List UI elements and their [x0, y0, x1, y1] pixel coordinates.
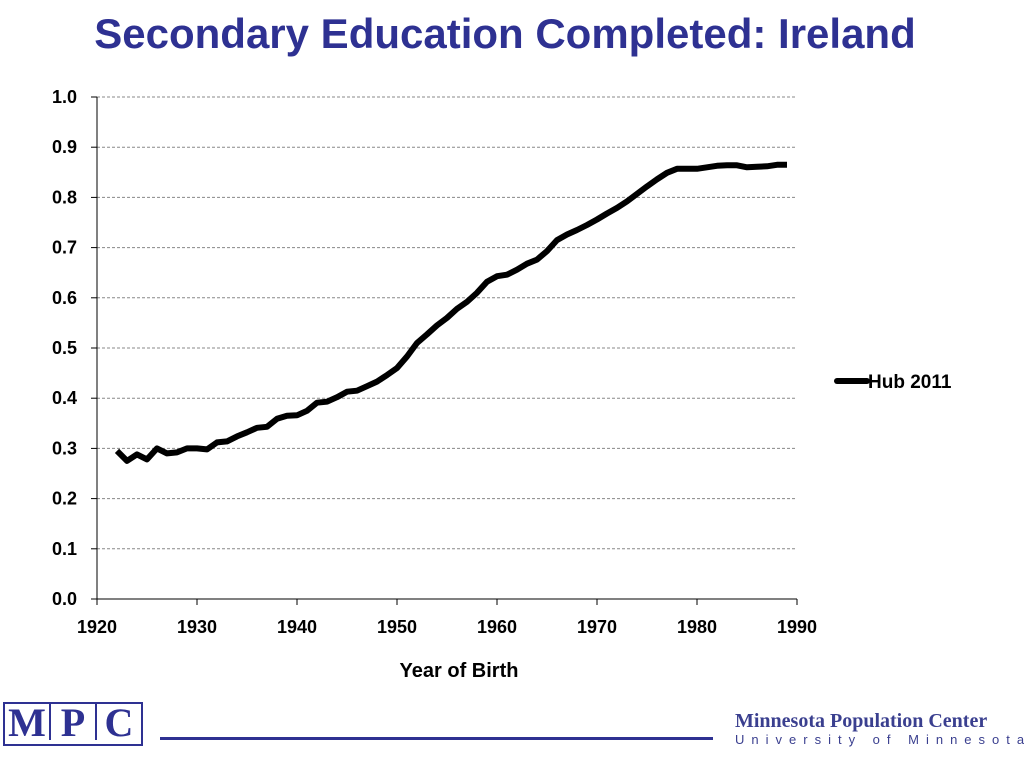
logo-letter-m: M [5, 703, 51, 743]
y-tick-label: 1.0 [52, 87, 77, 107]
x-tick-label: 1950 [377, 617, 417, 637]
y-tick-label: 0.1 [52, 539, 77, 559]
slide-title: Secondary Education Completed: Ireland [94, 10, 916, 57]
y-tick-label: 0.5 [52, 338, 77, 358]
y-tick-labels: 0.0 0.1 0.2 0.3 0.4 0.5 0.6 0.7 0.8 0.9 1.0 [52, 87, 77, 609]
y-tick-label: 0.0 [52, 589, 77, 609]
line-chart: 0.00.10.20.30.40.50.60.70.80.91.0 1920 19… [52, 87, 952, 682]
y-tick-label: 0.3 [52, 438, 77, 458]
legend-label: Hub 2011 [868, 372, 952, 393]
y-tick-label: 0.9 [52, 137, 77, 157]
x-tick-labels: 1920 1930 1940 1950 1960 1970 1980 1990 [77, 617, 817, 637]
y-tick-label: 0.8 [52, 187, 77, 207]
legend: Hub 2011 [834, 372, 952, 393]
logo-letter-c: C [104, 700, 134, 745]
x-axis-title: Year of Birth [400, 660, 519, 682]
grid-lines [97, 96, 797, 550]
x-tick-label: 1980 [677, 617, 717, 637]
series-line-0 [114, 161, 787, 464]
x-tick-label: 1940 [277, 617, 317, 637]
series-lines [114, 161, 787, 464]
axes [91, 96, 798, 605]
x-tick-label: 1960 [477, 617, 517, 637]
x-tick-label: 1990 [777, 617, 817, 637]
y-tick-label: 0.7 [52, 238, 77, 258]
footer-divider [160, 737, 713, 740]
x-tick-label: 1970 [577, 617, 617, 637]
y-tick-label: 0.4 [52, 388, 77, 408]
org-name: Minnesota Population Center [735, 710, 988, 732]
x-tick-label: 1930 [177, 617, 217, 637]
y-tick-label: 0.6 [52, 288, 77, 308]
org-subtitle: University of Minnesota [735, 732, 1024, 747]
logo-letter-p: P [51, 703, 97, 743]
y-tick-label: 0.2 [52, 489, 77, 509]
x-tick-label: 1920 [77, 617, 117, 637]
mpc-logo: M P C [3, 702, 143, 746]
